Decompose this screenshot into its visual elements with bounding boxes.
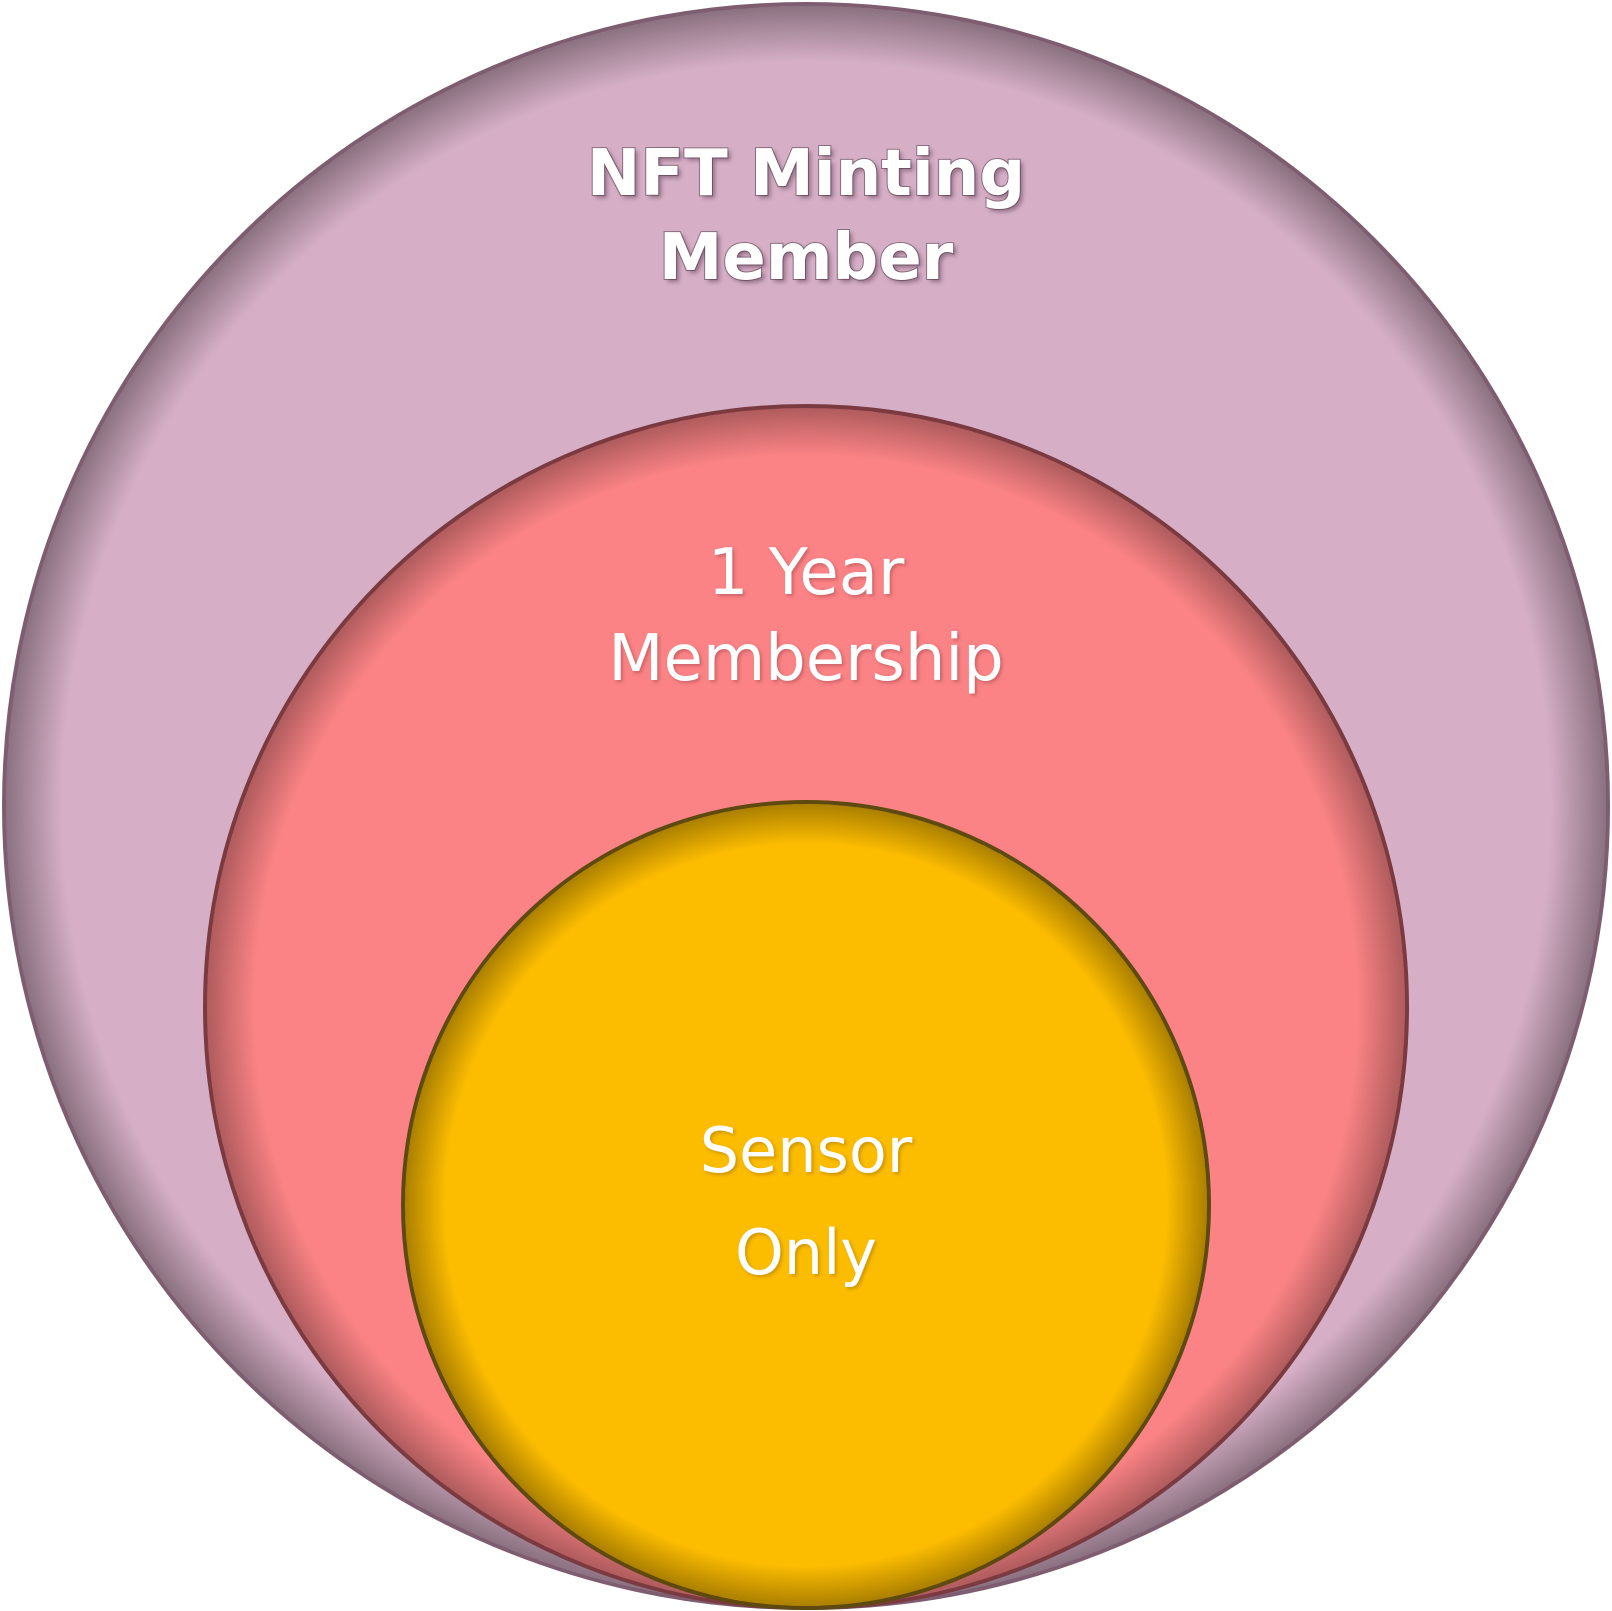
outer-label-line2: Member	[658, 220, 955, 296]
middle-circle-label: 1 Year Membership	[0, 530, 1612, 702]
outer-circle-label: NFT Minting Member	[0, 132, 1612, 300]
middle-label-line2: Membership	[608, 622, 1004, 696]
inner-circle-rim-shade	[405, 804, 1207, 1606]
inner-label-line1: Sensor	[699, 1114, 913, 1187]
inner-label-line2: Only	[734, 1216, 877, 1289]
inner-circle-label: Sensor Only	[0, 1100, 1612, 1304]
middle-label-line1: 1 Year	[707, 536, 905, 610]
outer-label-line1: NFT Minting	[586, 136, 1026, 212]
